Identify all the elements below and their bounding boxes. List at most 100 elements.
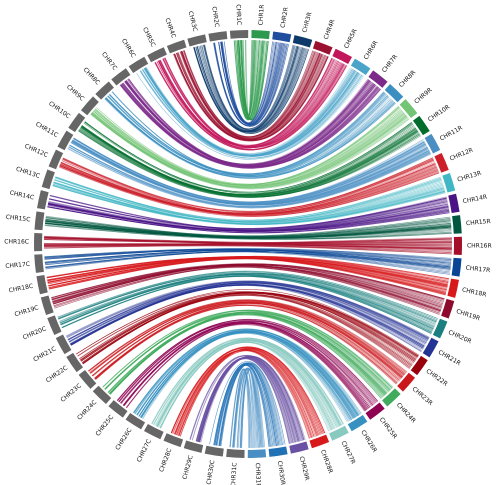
link-line bbox=[111, 91, 396, 178]
link-line bbox=[44, 223, 452, 240]
link-line bbox=[57, 271, 438, 322]
link-line bbox=[68, 146, 431, 208]
link-line bbox=[48, 197, 447, 230]
link-line bbox=[77, 293, 410, 369]
segment-chr29r bbox=[289, 441, 309, 454]
link-line bbox=[45, 251, 451, 270]
label-chr11c: CHR11C bbox=[34, 121, 59, 139]
label-chr17c: CHR17C bbox=[5, 261, 30, 270]
link-line bbox=[109, 314, 383, 399]
link-line bbox=[180, 51, 329, 141]
ribbon-chr23r bbox=[88, 299, 408, 385]
link-line bbox=[60, 163, 439, 216]
segment-chr2c bbox=[208, 31, 228, 42]
link-line bbox=[67, 147, 432, 209]
ribbon-chr22r bbox=[76, 289, 420, 369]
segment-chr18r bbox=[447, 278, 459, 298]
link-line bbox=[136, 73, 364, 160]
link-line bbox=[60, 275, 432, 334]
link-line bbox=[214, 42, 289, 127]
ribbon-chr16r bbox=[43, 235, 453, 255]
label-chr5r: CHR5R bbox=[343, 28, 359, 50]
segment-chr9r bbox=[399, 99, 418, 119]
label-chr15r: CHR15R bbox=[466, 218, 491, 227]
label-chr16c: CHR16C bbox=[4, 238, 29, 245]
ribbon-chr13r bbox=[52, 176, 446, 226]
link-line bbox=[156, 341, 330, 432]
segment-chr27c bbox=[143, 424, 164, 440]
label-chr15c: CHR15C bbox=[5, 214, 30, 224]
segment-chr30r bbox=[268, 446, 288, 457]
link-line bbox=[80, 126, 418, 197]
segment-chr23r bbox=[397, 372, 416, 392]
segment-chr9c bbox=[80, 96, 99, 116]
link-line bbox=[84, 122, 422, 197]
label-chr31r: CHR31R bbox=[254, 463, 262, 485]
link-line bbox=[65, 280, 428, 343]
label-chr26c: CHR26C bbox=[114, 427, 133, 452]
link-line bbox=[223, 41, 273, 123]
ribbon-chr3r bbox=[193, 44, 309, 134]
link-line bbox=[90, 113, 410, 190]
label-chr18r: CHR18R bbox=[461, 287, 487, 299]
link-line bbox=[189, 355, 299, 442]
label-chr28c: CHR28C bbox=[158, 447, 173, 473]
link-line bbox=[134, 330, 352, 421]
link-line bbox=[134, 331, 348, 423]
segment-chr13c bbox=[41, 169, 55, 190]
label-chr24c: CHR24C bbox=[76, 399, 98, 422]
link-line bbox=[163, 57, 344, 148]
link-line bbox=[140, 333, 349, 422]
label-chr27c: CHR27C bbox=[136, 438, 153, 463]
segment-chr6r bbox=[350, 58, 371, 76]
segment-chr5r bbox=[332, 48, 353, 64]
label-chr27r: CHR27R bbox=[340, 440, 357, 465]
link-line bbox=[81, 294, 411, 368]
link-line bbox=[67, 280, 430, 341]
label-chr2c: CHR2C bbox=[210, 6, 220, 28]
label-chr12c: CHR12C bbox=[23, 143, 48, 159]
label-chr29r: CHR29R bbox=[298, 456, 311, 482]
segment-chr17c bbox=[34, 254, 44, 273]
segment-chr27r bbox=[329, 425, 349, 441]
label-chr10r: CHR10R bbox=[427, 104, 451, 124]
link-line bbox=[77, 292, 413, 365]
segment-chr24c bbox=[92, 385, 112, 405]
link-line bbox=[48, 199, 448, 231]
link-line bbox=[44, 235, 452, 244]
link-line bbox=[45, 215, 452, 239]
label-chr31c: CHR31C bbox=[230, 462, 238, 485]
ribbon-chr8r bbox=[104, 91, 396, 179]
label-chr30r: CHR30R bbox=[276, 460, 286, 485]
link-line bbox=[47, 205, 450, 234]
link-line bbox=[44, 245, 452, 255]
link-line bbox=[201, 45, 305, 132]
label-chr28r: CHR28R bbox=[319, 449, 334, 475]
link-line bbox=[170, 347, 319, 436]
label-chr7c: CHR7C bbox=[100, 51, 118, 72]
link-line bbox=[60, 162, 440, 217]
link-line bbox=[45, 219, 451, 238]
label-chr22c: CHR22C bbox=[45, 365, 69, 385]
link-line bbox=[143, 68, 365, 159]
link-line bbox=[45, 251, 450, 275]
link-line bbox=[209, 361, 286, 445]
segment-chr11c bbox=[57, 130, 74, 151]
label-chr5c: CHR5C bbox=[141, 26, 156, 48]
link-line bbox=[109, 93, 392, 177]
ribbon-chr1r bbox=[233, 40, 269, 121]
link-line bbox=[68, 284, 422, 353]
label-chr1c: CHR1C bbox=[234, 4, 242, 25]
label-chr21c: CHR21C bbox=[32, 346, 57, 364]
link-line bbox=[43, 244, 452, 254]
link-line bbox=[80, 293, 413, 366]
label-chr3r: CHR3R bbox=[301, 11, 313, 33]
link-line bbox=[215, 363, 273, 447]
link-line bbox=[202, 44, 295, 130]
link-line bbox=[89, 302, 399, 383]
link-line bbox=[229, 368, 252, 448]
link-line bbox=[58, 274, 433, 333]
link-line bbox=[107, 94, 388, 176]
label-chr18c: CHR18C bbox=[8, 283, 34, 295]
segment-chr5c bbox=[147, 47, 167, 63]
